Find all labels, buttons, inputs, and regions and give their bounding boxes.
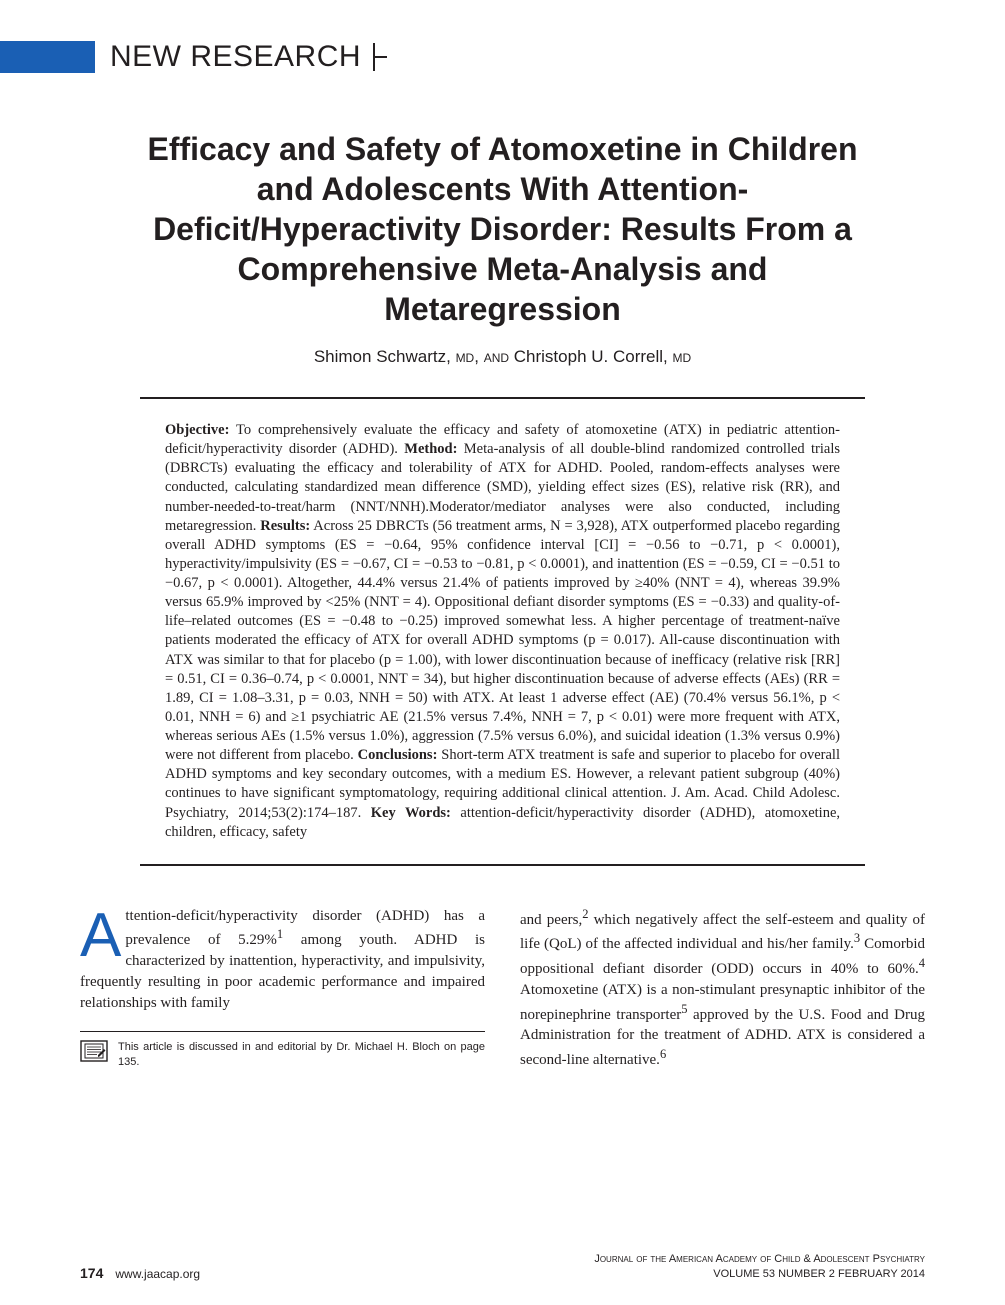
abstract-method-label: Method: xyxy=(404,441,457,457)
author-2-name: Christoph U. Correll xyxy=(514,347,663,366)
dropcap-letter: A xyxy=(80,906,125,963)
body-column-right: and peers,2 which negatively affect the … xyxy=(520,906,925,1071)
editorial-note-text: This article is discussed in and editori… xyxy=(118,1040,485,1070)
page-footer: 174 www.jaacap.org Journal of the Americ… xyxy=(80,1252,925,1281)
author-1-degree: MD xyxy=(456,351,475,365)
body-column-left: Attention-deficit/hyperactivity disorder… xyxy=(80,906,485,1071)
author-2-degree: MD xyxy=(672,351,691,365)
body-columns: Attention-deficit/hyperactivity disorder… xyxy=(80,906,925,1071)
authors-and: AND xyxy=(484,351,509,365)
abstract-results-text: Across 25 DBRCTs (56 treatment arms, N =… xyxy=(165,518,840,764)
abstract-block: Objective: To comprehensively evaluate t… xyxy=(165,421,840,842)
abstract-bottom-rule xyxy=(140,864,865,866)
footer-url: www.jaacap.org xyxy=(115,1267,200,1281)
footer-issue-line: VOLUME 53 NUMBER 2 FEBRUARY 2014 xyxy=(594,1267,925,1281)
authors-line: Shimon Schwartz, MD, AND Christoph U. Co… xyxy=(80,347,925,367)
footer-journal-text: Journal of the American Academy of Child… xyxy=(594,1253,925,1265)
footer-left: 174 www.jaacap.org xyxy=(80,1265,200,1281)
section-badge: NEW RESEARCH xyxy=(0,40,925,74)
footer-journal-line: Journal of the American Academy of Child… xyxy=(594,1252,925,1266)
badge-accent-bar xyxy=(0,41,95,73)
section-label: NEW RESEARCH xyxy=(110,40,361,74)
editorial-note: This article is discussed in and editori… xyxy=(80,1031,485,1070)
footer-right: Journal of the American Academy of Child… xyxy=(594,1252,925,1281)
abstract-objective-label: Objective: xyxy=(165,422,229,438)
abstract-keywords-label: Key Words: xyxy=(371,805,451,821)
abstract-conclusions-label: Conclusions: xyxy=(358,747,438,763)
body-ref-6: 6 xyxy=(660,1047,666,1061)
footer-page-number: 174 xyxy=(80,1265,103,1281)
abstract-top-rule xyxy=(140,397,865,399)
document-icon xyxy=(80,1040,108,1062)
abstract-results-label: Results: xyxy=(260,518,310,534)
author-1-name: Shimon Schwartz xyxy=(314,347,446,366)
body-col2-p1a: and peers, xyxy=(520,912,582,928)
body-ref-4: 4 xyxy=(919,956,925,970)
article-title: Efficacy and Safety of Atomoxetine in Ch… xyxy=(123,129,883,329)
badge-marker-icon xyxy=(373,43,375,71)
